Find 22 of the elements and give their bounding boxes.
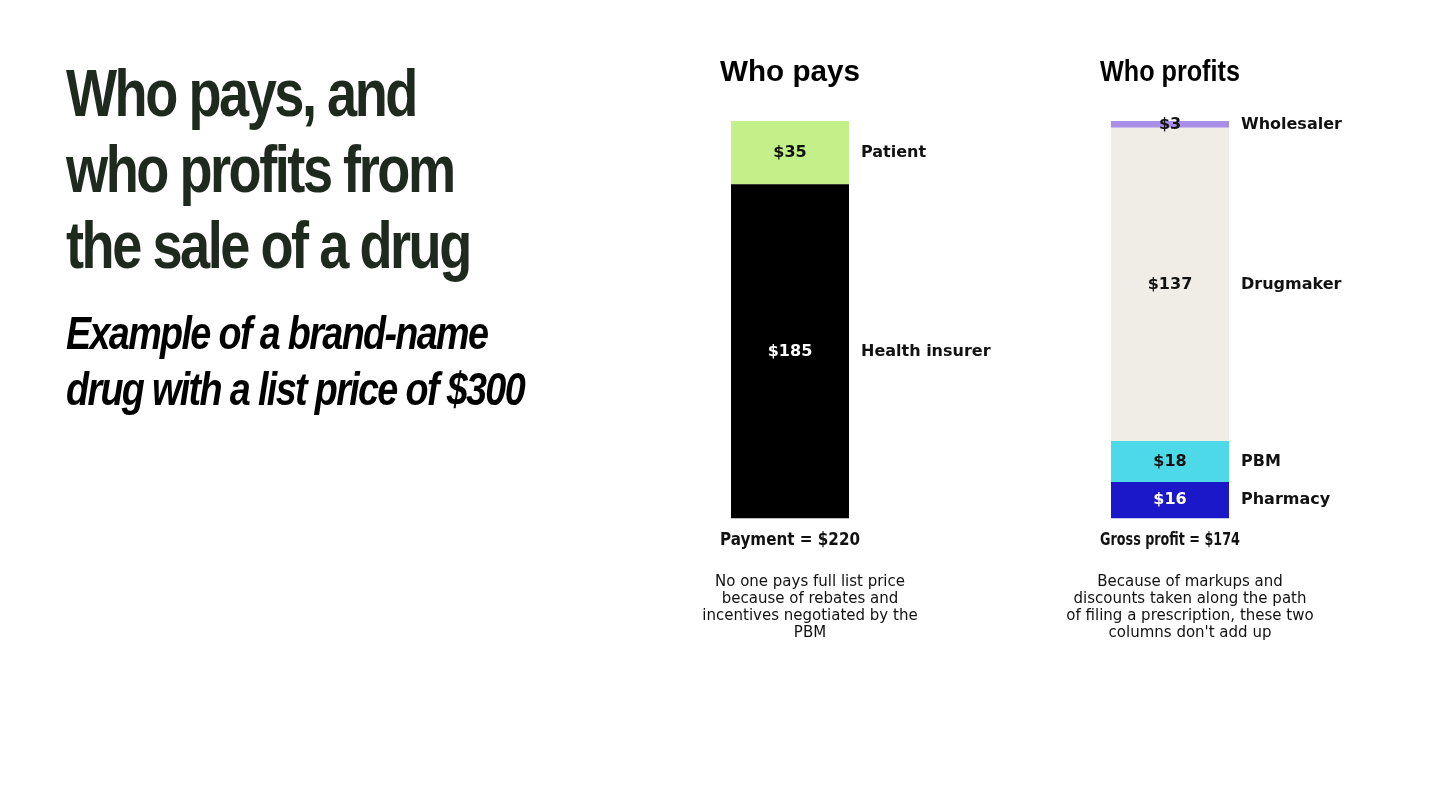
data-label: $137 [1147,273,1193,293]
x-axis-title: Gross profit = $174 [1100,529,1240,550]
series-label: PBM [1241,450,1281,470]
bar [1111,440,1229,483]
series-label: Patient [861,141,927,161]
data-label: $18 [1153,450,1187,470]
series-label: Wholesaler [1241,113,1343,133]
chart-title: Who profits [1100,54,1240,88]
x-axis-title: Payment = $220 [720,529,860,550]
bar [1111,482,1229,519]
series-label: Health insurer [861,340,991,360]
chart-title: Who pays [720,54,860,88]
text: No one pays full list price because of rebates and incentives negotiated by the PBM [701,572,919,641]
series-label: Pharmacy [1241,489,1331,509]
text: Because of markups and discounts taken along the path of filing a prescription, these two columns don't add up [1065,572,1315,641]
text: Example of a brand-name drug with a list price of $300 [66,306,526,417]
data-label: $185 [767,340,813,360]
data-label: $35 [773,141,807,161]
series-label: Drugmaker [1241,273,1342,293]
data-label: $16 [1153,489,1187,509]
data-label: $3 [1158,113,1182,133]
text: Who pays, and who profits from the sale of a drug [66,55,471,283]
